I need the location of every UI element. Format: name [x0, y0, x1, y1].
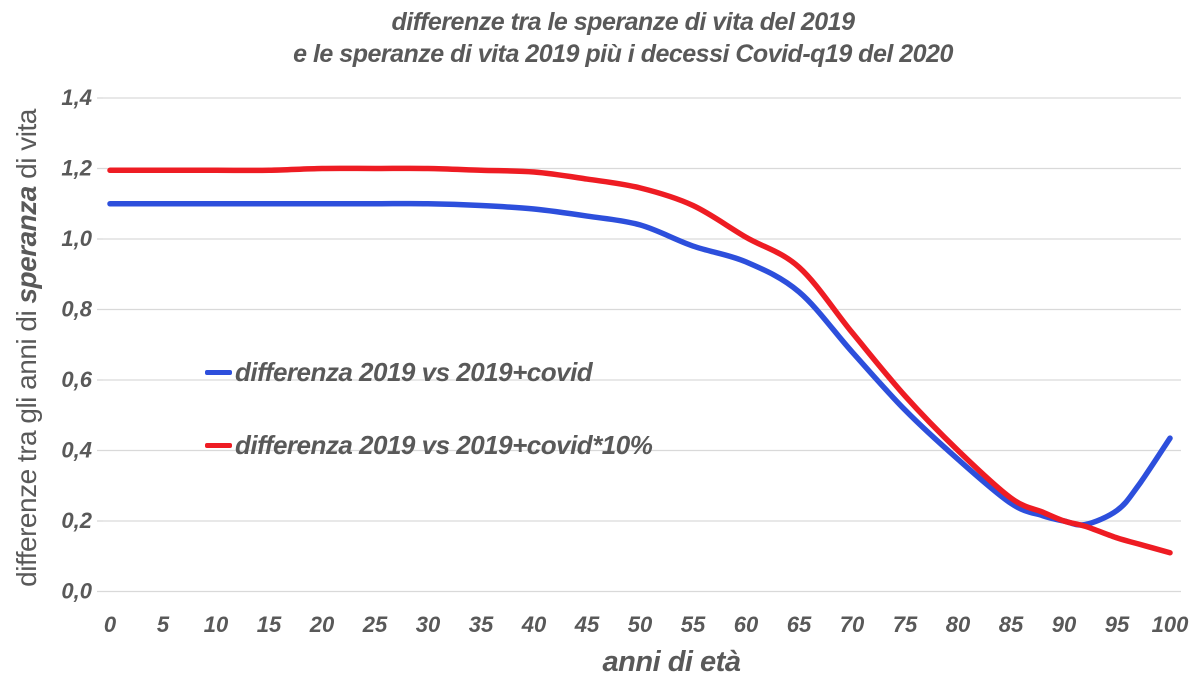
- x-tick-label: 60: [734, 612, 759, 637]
- y-axis-label-prefix: differenze tra gli anni di: [11, 303, 42, 587]
- x-tick-label: 55: [681, 612, 706, 637]
- y-axis-label: differenze tra gli anni di speranza di v…: [11, 109, 43, 587]
- legend-item-red: differenza 2019 vs 2019+covid*10%: [205, 430, 653, 461]
- series-line-red: [107, 165, 1173, 556]
- x-tick-label: 100: [1152, 612, 1189, 637]
- x-tick-label: 30: [416, 612, 441, 637]
- y-tick-label: 1,2: [61, 155, 92, 180]
- x-tick-label: 95: [1105, 612, 1130, 637]
- y-tick-label: 0,6: [61, 367, 92, 392]
- chart-title-line2: e le speranze di vita 2019 più i decessi…: [293, 40, 953, 68]
- y-tick-label: 0,2: [61, 508, 92, 533]
- legend-swatch-blue: [205, 370, 232, 375]
- x-tick-label: 65: [787, 612, 812, 637]
- y-tick-label: 0,0: [61, 578, 92, 603]
- legend-item-blue: differenza 2019 vs 2019+covid: [205, 357, 593, 388]
- legend-label-red: differenza 2019 vs 2019+covid*10%: [235, 430, 653, 460]
- x-tick-label: 25: [362, 612, 388, 637]
- x-tick-label: 15: [257, 612, 282, 637]
- x-tick-label: 40: [521, 612, 547, 637]
- y-tick-label: 1,0: [61, 226, 92, 251]
- x-tick-label: 10: [204, 612, 229, 637]
- legend-swatch-red: [205, 443, 232, 448]
- x-tick-label: 70: [840, 612, 865, 637]
- x-axis-label: anni di età: [602, 646, 741, 678]
- chart-title-line1: differenze tra le speranze di vita del 2…: [391, 8, 855, 36]
- x-tick-label: 85: [999, 612, 1024, 637]
- x-tick-label: 45: [574, 612, 600, 637]
- x-tick-label: 0: [104, 612, 117, 637]
- chart-title: differenze tra le speranze di vita del 2…: [60, 6, 1186, 70]
- y-tick-label: 1,4: [61, 85, 92, 110]
- y-tick-label: 0,4: [61, 437, 92, 462]
- x-tick-label: 35: [469, 612, 494, 637]
- y-tick-label: 0,8: [61, 296, 92, 321]
- x-tick-label: 20: [309, 612, 335, 637]
- y-axis-label-emphasis: speranza: [11, 186, 42, 304]
- x-tick-label: 80: [946, 612, 971, 637]
- x-tick-label: 90: [1052, 612, 1077, 637]
- x-tick-label: 75: [893, 612, 918, 637]
- x-tick-label: 50: [628, 612, 653, 637]
- y-axis-label-suffix: di vita: [11, 109, 42, 187]
- x-tick-label: 5: [157, 612, 170, 637]
- legend-label-blue: differenza 2019 vs 2019+covid: [235, 357, 593, 387]
